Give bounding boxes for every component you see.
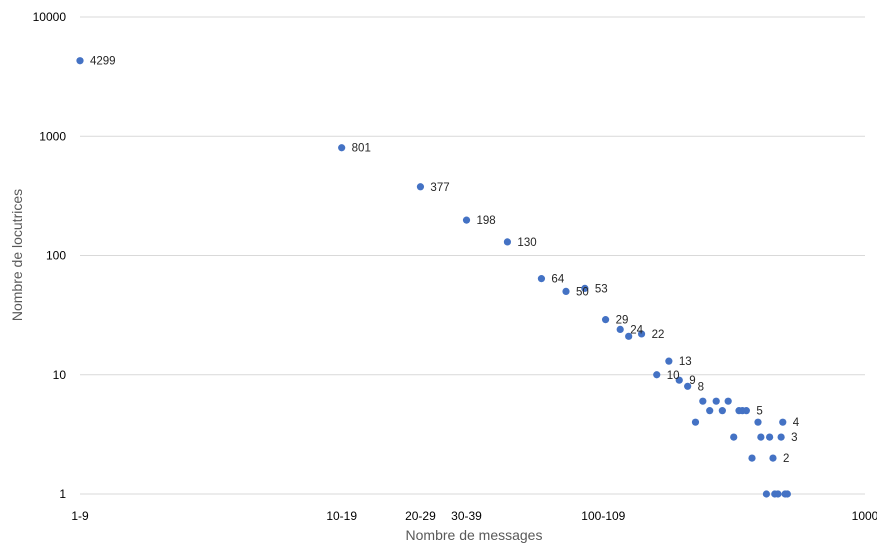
data-point	[724, 397, 732, 405]
y-axis-ticks: 1 10 100 1000 10000	[33, 10, 67, 501]
data-point	[754, 418, 762, 426]
data-point	[503, 238, 512, 246]
data-label: 22	[652, 329, 665, 341]
x-axis-title: Nombre de messages	[406, 527, 543, 543]
data-point	[76, 57, 84, 65]
data-label: 9	[689, 375, 695, 387]
data-label: 377	[430, 182, 449, 194]
data-point	[581, 284, 589, 292]
data-label: 64	[551, 274, 564, 286]
data-point	[730, 433, 738, 441]
y-tick-label: 1000	[39, 129, 66, 143]
data-label: 13	[679, 356, 692, 368]
data-point	[774, 490, 782, 498]
data-label: 24	[630, 324, 643, 336]
x-tick-label: 1000	[852, 509, 877, 523]
y-axis-title: Nombre de locutrices	[9, 189, 25, 321]
data-point	[699, 397, 707, 405]
data-point	[616, 325, 624, 334]
data-point	[665, 357, 673, 365]
data-label: 10	[667, 370, 680, 382]
data-point	[748, 454, 756, 462]
data-point	[766, 433, 774, 441]
data-point	[691, 418, 700, 426]
y-tick-label: 100	[46, 249, 66, 263]
data-point	[601, 316, 610, 324]
data-point	[779, 418, 787, 426]
data-point	[757, 433, 765, 441]
data-point	[762, 490, 771, 498]
data-point	[675, 376, 683, 384]
y-tick-label: 10	[53, 368, 67, 382]
data-point	[637, 330, 646, 338]
data-label: 53	[595, 283, 608, 295]
y-tick-label: 1	[59, 487, 66, 501]
data-label: 2	[783, 453, 789, 465]
data-point	[416, 183, 425, 191]
data-point	[625, 332, 633, 340]
data-point	[706, 407, 714, 415]
data-label: 5	[756, 406, 762, 418]
data-point	[462, 216, 471, 224]
data-label: 198	[477, 215, 496, 227]
x-tick-label: 1-9	[71, 509, 89, 523]
data-label: 8	[698, 381, 704, 393]
data-point	[742, 407, 750, 415]
data-label: 50	[576, 286, 589, 298]
x-tick-label: 20-29	[405, 509, 436, 523]
data-label: 801	[352, 143, 371, 155]
x-tick-label: 30-39	[451, 509, 482, 523]
data-point	[712, 397, 720, 405]
x-tick-label: 100-109	[581, 509, 625, 523]
data-label: 3	[791, 432, 797, 444]
data-point	[562, 287, 570, 295]
data-point	[684, 382, 692, 390]
data-point	[769, 454, 777, 462]
x-tick-label: 10-19	[326, 509, 357, 523]
data-point	[653, 371, 661, 379]
data-label: 130	[517, 237, 536, 249]
data-point	[338, 144, 346, 152]
data-point	[777, 433, 785, 441]
data-points	[76, 57, 791, 498]
data-point	[783, 490, 791, 498]
x-axis-ticks: 1-9 10-19 20-29 30-39 100-109 1000	[71, 509, 877, 523]
data-point	[718, 407, 726, 415]
data-label: 29	[616, 315, 629, 327]
data-point	[537, 275, 546, 283]
gridlines	[80, 16, 865, 495]
data-label: 4	[793, 417, 800, 429]
data-label: 4299	[90, 56, 116, 68]
y-tick-label: 10000	[33, 10, 67, 24]
